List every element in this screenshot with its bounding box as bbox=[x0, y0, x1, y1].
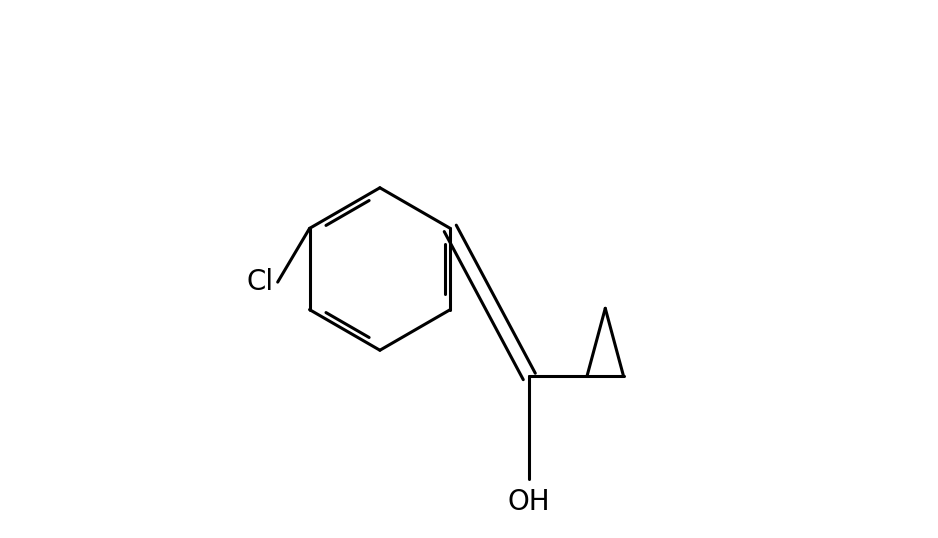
Text: OH: OH bbox=[508, 488, 551, 516]
Text: Cl: Cl bbox=[247, 268, 274, 296]
